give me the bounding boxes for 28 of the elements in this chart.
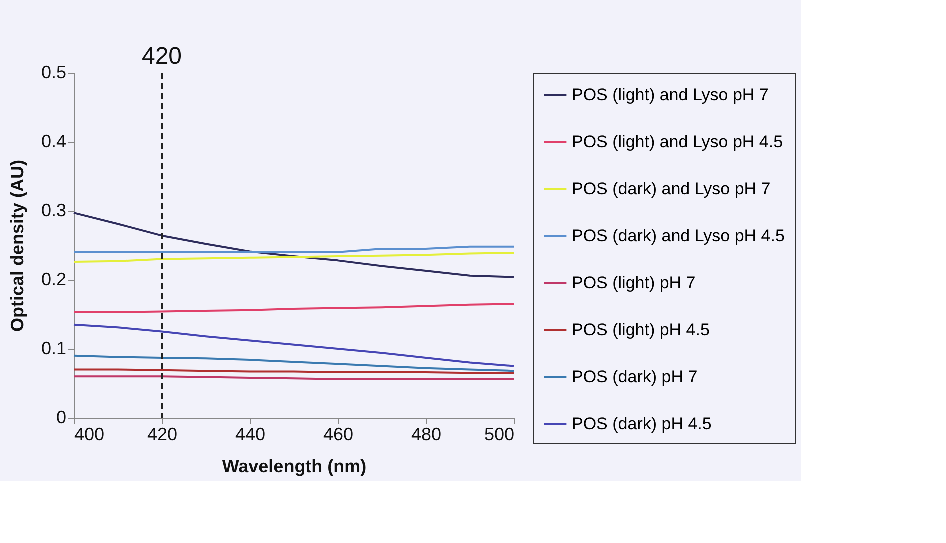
y-tick-label: 0.3 xyxy=(41,200,66,220)
x-tick-label: 500 xyxy=(484,424,514,444)
legend-label: POS (dark) and Lyso pH 4.5 xyxy=(572,226,785,246)
x-tick-label: 400 xyxy=(74,424,105,444)
x-tick-label: 440 xyxy=(235,424,266,444)
legend-label: POS (dark) pH 4.5 xyxy=(572,414,712,434)
y-tick-label: 0.1 xyxy=(41,338,66,358)
line-series xyxy=(73,252,515,264)
y-axis-title: Optical density (AU) xyxy=(7,160,28,332)
x-tick-label: 420 xyxy=(147,424,178,444)
y-tick-label: 0.5 xyxy=(41,62,66,82)
legend-label: POS (dark) pH 7 xyxy=(572,368,698,386)
line-series xyxy=(73,212,515,278)
x-tick-label: 480 xyxy=(411,424,442,444)
legend-label: POS (light) pH 7 xyxy=(572,274,696,292)
ref-line-label: 420 xyxy=(142,43,182,70)
line-series xyxy=(73,303,515,314)
y-tick-label: 0.4 xyxy=(41,132,66,152)
legend-label: POS (light) and Lyso pH 7 xyxy=(572,86,769,104)
legend-label: POS (light) pH 4.5 xyxy=(572,320,710,340)
line-series xyxy=(73,324,515,368)
x-tick-label: 460 xyxy=(323,424,354,444)
legend-label: POS (light) and Lyso pH 4.5 xyxy=(572,132,784,152)
legend-label: POS (dark) and Lyso pH 7 xyxy=(572,180,771,198)
y-tick-label: 0.2 xyxy=(41,270,66,290)
line-series xyxy=(73,354,515,372)
x-axis-title: Wavelength (nm) xyxy=(222,456,367,476)
y-tick-label: 0 xyxy=(56,408,66,428)
